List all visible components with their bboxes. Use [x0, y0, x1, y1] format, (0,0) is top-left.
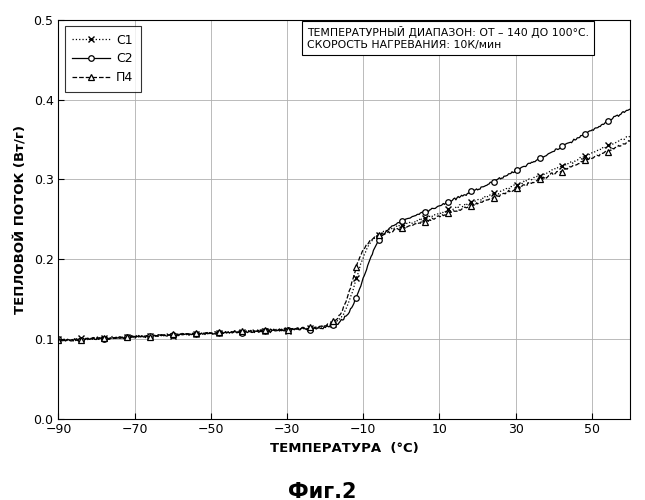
Legend: С1, С2, П4: С1, С2, П4 — [64, 26, 141, 92]
П4 — [626, 138, 634, 144]
Line: С2: С2 — [55, 106, 633, 344]
С1 — [327, 322, 335, 328]
П4 — [625, 138, 633, 143]
Text: Фиг.2: Фиг.2 — [288, 482, 357, 500]
П4 — [396, 227, 404, 233]
С2 — [613, 112, 621, 118]
С1 — [396, 222, 404, 228]
С1 — [55, 336, 63, 342]
С2 — [626, 106, 634, 112]
С2 — [327, 322, 335, 328]
С1 — [331, 322, 339, 328]
Text: ТЕМПЕРАТУРНЫЙ ДИАПАЗОН: ОТ – 140 ДО 100°C.
СКОРОСТЬ НАГРЕВАНИЯ: 10К/мин: ТЕМПЕРАТУРНЫЙ ДИАПАЗОН: ОТ – 140 ДО 100°… — [307, 26, 589, 50]
П4 — [55, 337, 63, 343]
С1 — [524, 176, 532, 182]
С1 — [626, 132, 634, 138]
X-axis label: ТЕМПЕРАТУРА  (°C): ТЕМПЕРАТУРА (°C) — [270, 442, 419, 455]
С2 — [331, 322, 339, 328]
С2 — [365, 260, 373, 266]
Line: П4: П4 — [55, 138, 633, 344]
С1 — [365, 242, 373, 248]
С2 — [396, 220, 404, 226]
С1 — [63, 338, 70, 344]
С2 — [55, 336, 63, 342]
С2 — [524, 160, 532, 166]
П4 — [327, 320, 335, 326]
С1 — [613, 139, 621, 145]
П4 — [613, 144, 621, 150]
Line: С1: С1 — [55, 133, 633, 344]
С2 — [55, 338, 63, 344]
П4 — [331, 318, 339, 324]
П4 — [55, 338, 63, 344]
П4 — [365, 240, 373, 246]
Y-axis label: ТЕПЛОВОЙ ПОТОК (Вт/г): ТЕПЛОВОЙ ПОТОК (Вт/г) — [15, 125, 28, 314]
П4 — [524, 180, 532, 186]
